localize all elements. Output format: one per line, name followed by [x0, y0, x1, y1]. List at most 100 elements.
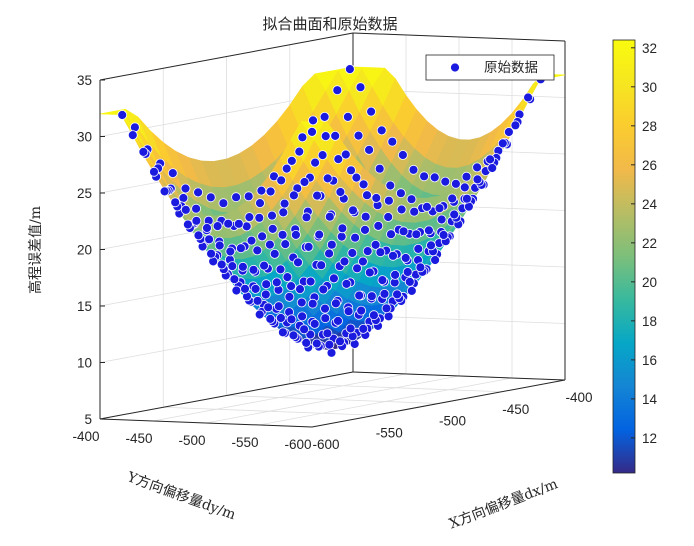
scatter-point — [218, 198, 229, 209]
scatter-point — [386, 229, 396, 240]
scatter-point — [400, 253, 411, 263]
chart-title: 拟合曲面和原始数据 — [262, 15, 397, 33]
scatter-point — [395, 188, 406, 199]
scatter-point — [237, 261, 248, 272]
scatter-point — [358, 179, 369, 190]
legend-marker — [450, 62, 460, 73]
scatter-point — [149, 166, 159, 177]
y-tick-label: -400 — [72, 429, 99, 444]
axes-box-edge — [99, 32, 354, 81]
scatter-point — [267, 210, 277, 221]
scatter-point — [290, 229, 301, 240]
scatter-point — [348, 205, 358, 216]
scatter-point — [419, 171, 430, 182]
scatter-point — [182, 219, 193, 230]
y-axis-line — [99, 418, 313, 428]
scatter-point — [117, 110, 128, 120]
colorbar-gradient — [612, 39, 636, 474]
scatter-point — [307, 298, 318, 309]
scatter-point — [370, 239, 381, 250]
scatter-point — [375, 247, 386, 258]
scatter-point — [255, 198, 265, 209]
scatter-point — [309, 318, 320, 329]
scatter-point — [397, 150, 408, 160]
x-axis-line — [311, 379, 566, 428]
scatter-point — [396, 204, 407, 215]
scatter-point — [167, 168, 178, 179]
scatter-point — [265, 186, 276, 197]
x-tick-label: -550 — [376, 425, 403, 440]
scatter-point — [523, 92, 533, 103]
scatter-point — [286, 314, 297, 325]
scatter-point — [280, 239, 291, 250]
scatter-point — [440, 176, 451, 187]
scatter-point — [127, 130, 138, 141]
scatter-point — [340, 149, 351, 160]
scatter-point — [335, 336, 345, 347]
scatter-point — [293, 257, 303, 268]
scatter-point — [259, 260, 270, 271]
scatter-point — [381, 303, 392, 314]
colorbar-tick-label: 26 — [642, 158, 657, 173]
y-axis-label: Y方向偏移量dy/m — [124, 469, 238, 523]
scatter-point — [366, 106, 377, 117]
scatter-point — [320, 313, 331, 324]
scatter-point — [288, 190, 299, 201]
scatter-point — [377, 275, 388, 286]
scatter-point — [406, 285, 417, 296]
scatter-point — [193, 230, 204, 241]
scatter-point — [371, 193, 382, 203]
scatter-point — [254, 212, 265, 223]
scatter-point — [256, 185, 267, 196]
scatter-point — [333, 154, 344, 165]
colorbar-tick-label: 30 — [642, 80, 657, 95]
scatter-point — [415, 262, 426, 273]
scatter-point — [229, 274, 240, 285]
scatter-point — [317, 150, 328, 161]
scatter-point — [191, 215, 202, 226]
scatter-point — [260, 289, 271, 300]
scatter-point — [447, 193, 458, 204]
scatter-point — [364, 267, 375, 278]
scatter-point — [343, 306, 354, 317]
scatter-point — [364, 144, 375, 155]
scatter-point — [311, 338, 322, 349]
scatter-point — [461, 171, 472, 182]
scatter-point — [314, 229, 325, 240]
colorbar-tick-label: 14 — [642, 392, 658, 407]
scatter-point — [408, 164, 419, 175]
scatter-point — [308, 115, 318, 126]
scatter-point — [368, 310, 379, 321]
scatter-point — [328, 273, 339, 284]
scatter-point — [330, 130, 341, 141]
scatter-point — [324, 339, 335, 350]
scatter-point — [436, 214, 447, 225]
axes-ticks: 5 10 15 20 25 30 35 -600 -550 -500 -450 -400 -600 -55… — [72, 73, 592, 452]
scatter-point — [330, 298, 341, 309]
scatter-point — [339, 256, 350, 267]
scatter-point — [269, 248, 280, 259]
scatter-point — [430, 255, 441, 265]
colorbar-tick-label: 24 — [642, 197, 658, 212]
scatter-point — [288, 330, 299, 341]
scatter-point — [472, 174, 483, 185]
scatter-point — [326, 239, 337, 250]
scatter-point — [319, 112, 330, 122]
scatter-point — [324, 211, 335, 222]
scatter-point — [277, 327, 288, 338]
scatter-point — [214, 240, 225, 251]
x-tick-label: -400 — [565, 390, 592, 405]
scatter-point — [305, 329, 316, 340]
scatter-point — [282, 272, 293, 283]
y-tick-label: -550 — [231, 435, 258, 450]
wall-gridline-z — [99, 371, 566, 420]
scatter-point — [318, 284, 329, 295]
x-tick-label: -600 — [312, 437, 339, 452]
scatter-point — [344, 64, 355, 74]
x-tick-label: -450 — [502, 402, 529, 417]
scatter-point — [345, 323, 356, 334]
colorbar-tick-label: 18 — [642, 314, 657, 329]
scatter-point — [202, 223, 212, 233]
scatter-point — [276, 175, 287, 186]
scatter-point — [254, 309, 265, 320]
